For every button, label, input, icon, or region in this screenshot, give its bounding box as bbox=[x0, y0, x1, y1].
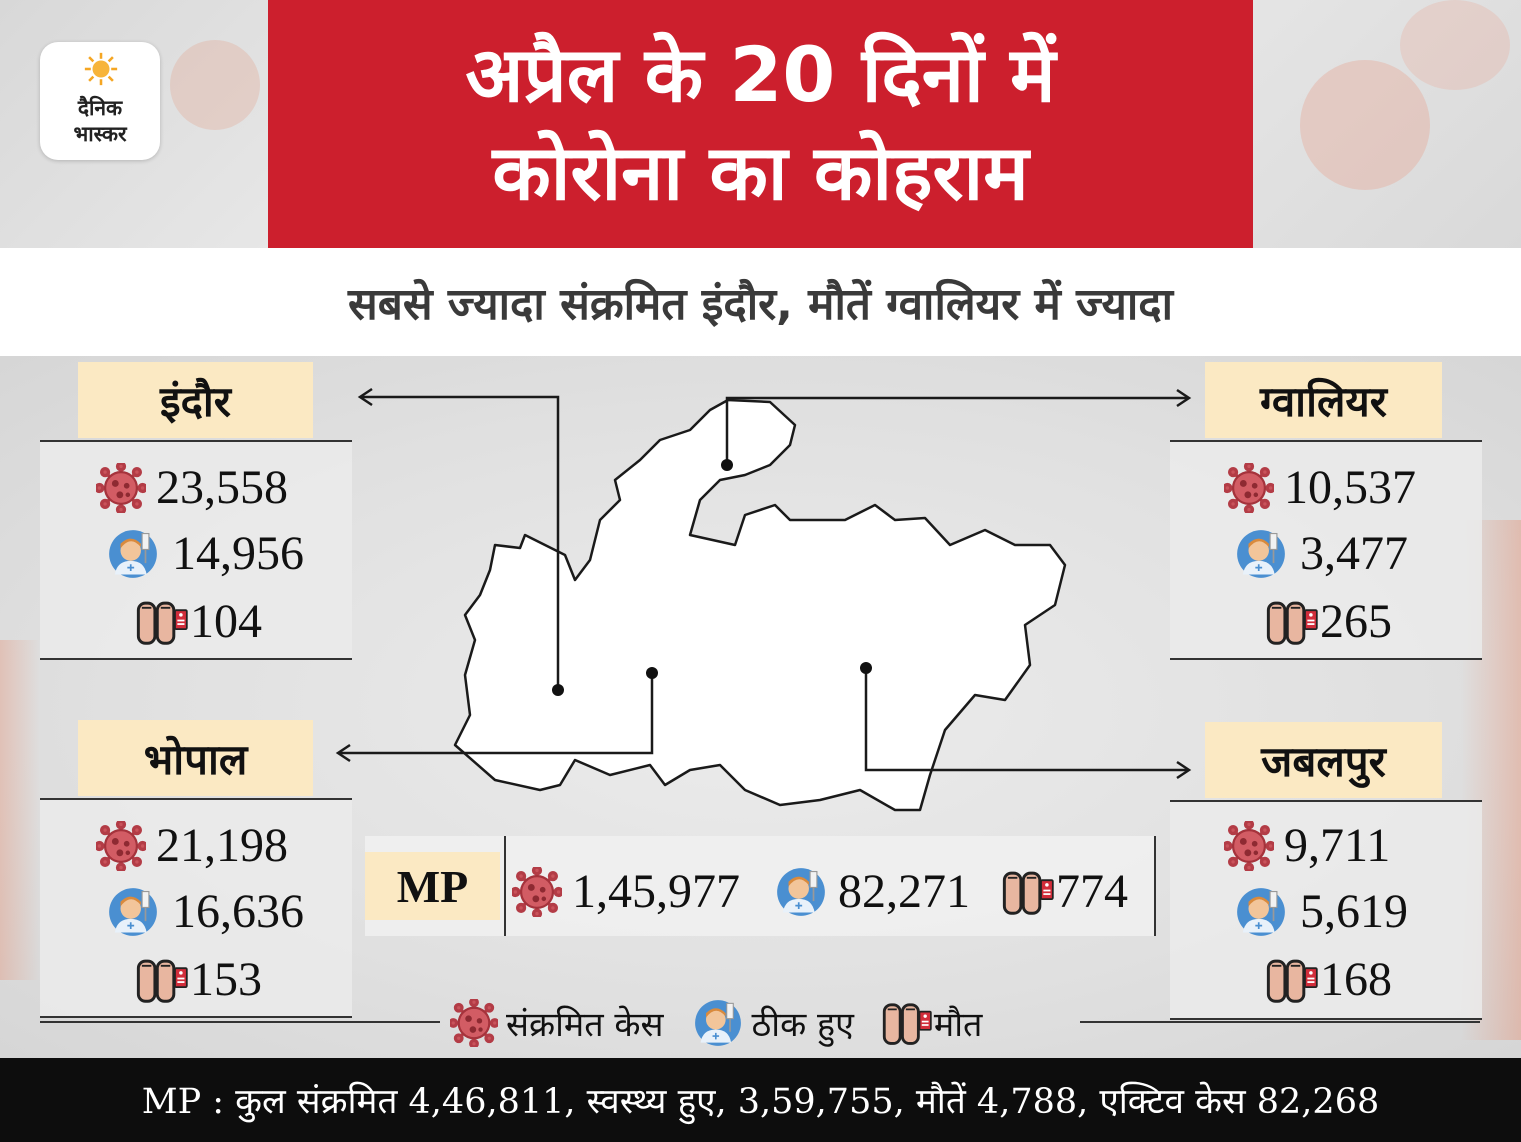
patient-icon bbox=[108, 887, 158, 937]
indore-recovered-value: 14,956 bbox=[172, 527, 304, 580]
virus-icon bbox=[512, 867, 562, 917]
virus-icon bbox=[96, 463, 146, 513]
legend-deaths: मौत bbox=[933, 1005, 983, 1045]
subtitle: सबसे ज्यादा संक्रमित इंदौर, मौतें ग्वालि… bbox=[348, 279, 1173, 330]
indore-infected-row: 23,558 bbox=[96, 462, 288, 514]
feet-tag-icon bbox=[882, 1003, 933, 1045]
logo-line-1: दैनिक bbox=[77, 96, 123, 120]
legend-infected: संक्रमित केस bbox=[506, 1005, 664, 1045]
feet-tag-icon bbox=[1266, 959, 1319, 1003]
legend: संक्रमित केस ठीक हुए मौत bbox=[450, 998, 982, 1048]
jabalpur-recovered-value: 5,619 bbox=[1300, 885, 1408, 938]
bhopal-recovered-value: 16,636 bbox=[172, 885, 304, 938]
indore-connector-line bbox=[362, 395, 560, 690]
jabalpur-marker bbox=[860, 662, 872, 674]
bhopal-label: भोपाल bbox=[78, 720, 313, 796]
bhopal-deaths-value: 153 bbox=[190, 953, 262, 1006]
mp-recovered-value: 82,271 bbox=[838, 865, 970, 918]
gwalior-infected-value: 10,537 bbox=[1284, 461, 1416, 514]
title-banner: अप्रैल के 20 दिनों में कोरोना का कोहराम bbox=[268, 0, 1253, 248]
jabalpur-stats-box bbox=[1170, 800, 1482, 1020]
decorative-virus-icon bbox=[170, 40, 260, 130]
gwalior-marker bbox=[721, 459, 733, 471]
title-line-1: अप्रैल के 20 दिनों में bbox=[465, 30, 1056, 119]
gwalior-recovered-row: 3,477 bbox=[1236, 528, 1408, 580]
indore-deaths-row: 104 bbox=[134, 596, 262, 648]
mp-recovered-row: 82,271 bbox=[776, 866, 970, 918]
indore-label: इंदौर bbox=[78, 362, 313, 438]
decorative-virus-icon bbox=[1300, 60, 1430, 190]
gwalior-deaths-value: 265 bbox=[1320, 595, 1392, 648]
decorative-virus-icon bbox=[1400, 0, 1510, 90]
patient-icon bbox=[1236, 529, 1286, 579]
gwalior-label: ग्वालियर bbox=[1205, 362, 1442, 438]
jabalpur-infected-value: 9,711 bbox=[1284, 819, 1391, 872]
jabalpur-connector-line bbox=[864, 668, 1187, 772]
sun-icon bbox=[84, 52, 118, 86]
patient-icon bbox=[108, 529, 158, 579]
logo-line-2: भास्कर bbox=[73, 122, 127, 146]
legend-recovered: ठीक हुए bbox=[751, 1005, 854, 1045]
indore-recovered-row: 14,956 bbox=[108, 528, 304, 580]
jabalpur-recovered-row: 5,619 bbox=[1236, 886, 1408, 938]
patient-icon bbox=[1236, 887, 1286, 937]
footer-bar: MP : कुल संक्रमित 4,46,811, स्वस्थ्य हुए… bbox=[0, 1058, 1521, 1142]
subtitle-band: सबसे ज्यादा संक्रमित इंदौर, मौतें ग्वालि… bbox=[0, 248, 1521, 356]
jabalpur-deaths-row: 168 bbox=[1264, 954, 1392, 1006]
virus-icon bbox=[1224, 821, 1274, 871]
mp-infected-value: 1,45,977 bbox=[572, 865, 740, 918]
indore-stats-box bbox=[40, 440, 352, 660]
mp-label: MP bbox=[365, 852, 500, 920]
indore-deaths-value: 104 bbox=[190, 595, 262, 648]
jabalpur-label: जबलपुर bbox=[1205, 722, 1442, 798]
indore-marker bbox=[552, 684, 564, 696]
virus-icon bbox=[1224, 463, 1274, 513]
gwalior-deaths-row: 265 bbox=[1264, 596, 1392, 648]
footer-summary: MP : कुल संक्रमित 4,46,811, स्वस्थ्य हुए… bbox=[141, 1081, 1380, 1122]
bhopal-connector-line bbox=[340, 673, 654, 755]
bhopal-deaths-row: 153 bbox=[134, 954, 262, 1006]
virus-icon bbox=[450, 999, 498, 1047]
gwalior-recovered-value: 3,477 bbox=[1300, 527, 1408, 580]
virus-icon bbox=[96, 821, 146, 871]
decorative-virus-icon bbox=[0, 640, 40, 980]
mp-infected-row: 1,45,977 bbox=[512, 866, 740, 918]
gwalior-connector-line bbox=[725, 396, 1187, 465]
gwalior-infected-row: 10,537 bbox=[1224, 462, 1416, 514]
feet-tag-icon bbox=[1266, 601, 1319, 645]
bhopal-infected-row: 21,198 bbox=[96, 820, 288, 872]
mp-deaths-value: 774 bbox=[1056, 865, 1128, 918]
mp-state-outline bbox=[453, 398, 1067, 812]
gwalior-stats-box bbox=[1170, 440, 1482, 660]
title-line-2: कोरोना का कोहराम bbox=[492, 128, 1029, 217]
jabalpur-deaths-value: 168 bbox=[1320, 953, 1392, 1006]
bhopal-recovered-row: 16,636 bbox=[108, 886, 304, 938]
feet-tag-icon bbox=[136, 601, 189, 645]
bhopal-stats-box bbox=[40, 798, 352, 1018]
indore-infected-value: 23,558 bbox=[156, 461, 288, 514]
dainik-bhaskar-logo: दैनिक भास्कर bbox=[40, 42, 160, 160]
bhopal-infected-value: 21,198 bbox=[156, 819, 288, 872]
mp-divider-right bbox=[1154, 836, 1156, 936]
jabalpur-infected-row: 9,711 bbox=[1224, 820, 1390, 872]
feet-tag-icon bbox=[136, 959, 189, 1003]
patient-icon bbox=[776, 867, 826, 917]
feet-tag-icon bbox=[1002, 871, 1055, 915]
patient-icon bbox=[693, 999, 742, 1047]
mp-divider-left bbox=[504, 836, 506, 936]
bhopal-marker bbox=[646, 667, 658, 679]
mp-deaths-row: 774 bbox=[1000, 866, 1128, 918]
